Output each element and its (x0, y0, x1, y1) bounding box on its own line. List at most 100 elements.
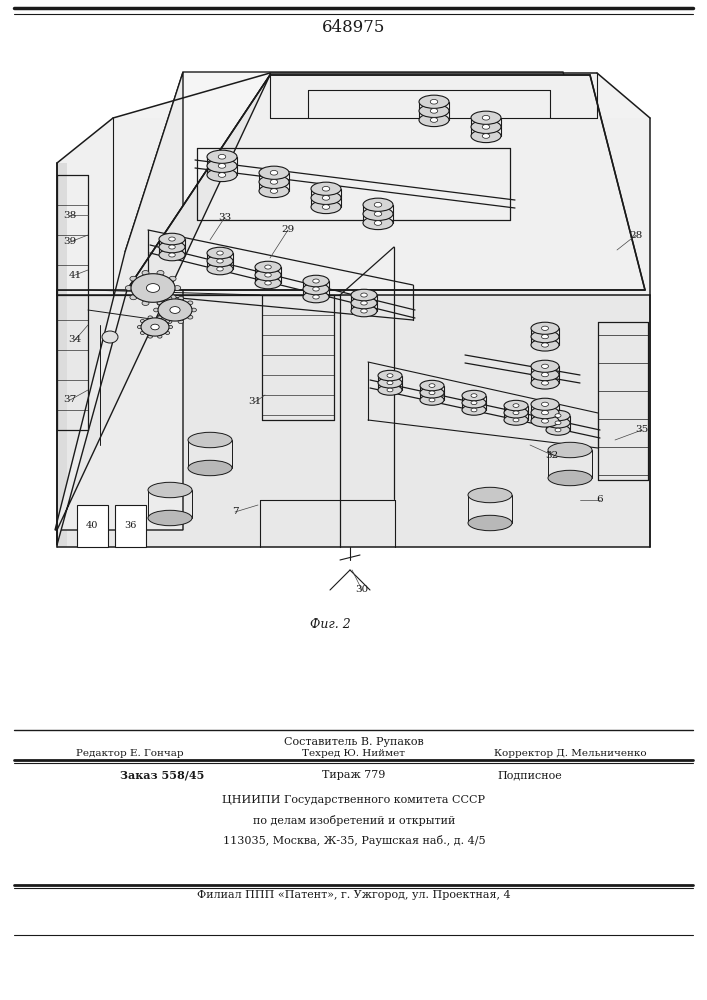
Ellipse shape (165, 320, 170, 323)
Ellipse shape (157, 315, 163, 319)
Text: 37: 37 (64, 395, 76, 404)
Ellipse shape (504, 408, 528, 418)
Ellipse shape (431, 109, 438, 113)
Ellipse shape (531, 377, 559, 389)
Ellipse shape (555, 414, 561, 417)
Ellipse shape (431, 99, 438, 104)
Ellipse shape (531, 331, 559, 343)
Ellipse shape (420, 380, 444, 391)
Ellipse shape (169, 295, 176, 300)
Ellipse shape (548, 442, 592, 458)
Ellipse shape (471, 394, 477, 397)
Ellipse shape (420, 388, 444, 398)
Ellipse shape (378, 378, 402, 388)
Ellipse shape (146, 284, 160, 292)
Text: 648975: 648975 (322, 19, 386, 36)
Ellipse shape (151, 324, 159, 330)
Polygon shape (57, 118, 650, 295)
Polygon shape (55, 72, 183, 530)
Ellipse shape (187, 301, 193, 305)
Text: 29: 29 (281, 226, 295, 234)
Ellipse shape (130, 276, 137, 281)
Ellipse shape (555, 421, 561, 425)
Ellipse shape (153, 308, 159, 312)
Ellipse shape (188, 460, 232, 476)
Text: Фиг. 2: Фиг. 2 (310, 618, 351, 632)
Ellipse shape (169, 237, 175, 241)
Ellipse shape (322, 186, 329, 191)
Ellipse shape (351, 289, 377, 301)
Ellipse shape (137, 325, 142, 329)
Ellipse shape (531, 398, 559, 410)
Ellipse shape (513, 411, 519, 415)
Text: Редактор Е. Гончар: Редактор Е. Гончар (76, 750, 184, 758)
Ellipse shape (471, 111, 501, 124)
Text: ЦНИИПИ Государственного комитета СССР: ЦНИИПИ Государственного комитета СССР (223, 795, 486, 805)
Ellipse shape (259, 166, 289, 179)
Ellipse shape (207, 255, 233, 267)
Ellipse shape (167, 320, 172, 324)
Text: Корректор Д. Мельниченко: Корректор Д. Мельниченко (493, 750, 646, 758)
Ellipse shape (312, 295, 320, 299)
Ellipse shape (142, 301, 149, 305)
Ellipse shape (542, 373, 549, 377)
Ellipse shape (351, 297, 377, 309)
Ellipse shape (259, 175, 289, 188)
Ellipse shape (363, 216, 393, 230)
Ellipse shape (419, 104, 449, 117)
Ellipse shape (378, 385, 402, 395)
Ellipse shape (513, 418, 519, 422)
Ellipse shape (270, 180, 278, 184)
Ellipse shape (148, 482, 192, 498)
Ellipse shape (504, 400, 528, 411)
Ellipse shape (387, 374, 393, 377)
Ellipse shape (482, 134, 490, 138)
Ellipse shape (191, 308, 197, 312)
Text: 30: 30 (356, 585, 368, 594)
Ellipse shape (158, 335, 162, 338)
Ellipse shape (148, 335, 153, 338)
Ellipse shape (207, 159, 237, 172)
Polygon shape (125, 72, 617, 252)
Ellipse shape (378, 370, 402, 381)
Ellipse shape (363, 207, 393, 220)
Ellipse shape (207, 168, 237, 182)
Ellipse shape (462, 390, 486, 401)
Text: 31: 31 (248, 397, 262, 406)
Polygon shape (127, 75, 645, 290)
Ellipse shape (159, 241, 185, 253)
Text: 40: 40 (86, 522, 98, 530)
Ellipse shape (140, 320, 145, 323)
Ellipse shape (361, 309, 367, 313)
Text: по делам изобретений и открытий: по делам изобретений и открытий (253, 814, 455, 826)
Ellipse shape (312, 279, 320, 283)
Ellipse shape (531, 415, 559, 427)
Polygon shape (113, 73, 650, 118)
Ellipse shape (468, 487, 512, 503)
Ellipse shape (429, 391, 435, 395)
Ellipse shape (157, 271, 164, 275)
Polygon shape (115, 505, 146, 547)
Ellipse shape (158, 316, 162, 319)
Text: 32: 32 (545, 450, 559, 460)
Ellipse shape (148, 316, 153, 319)
Ellipse shape (157, 301, 163, 305)
Ellipse shape (361, 293, 367, 297)
Ellipse shape (255, 277, 281, 289)
Ellipse shape (218, 173, 226, 177)
Ellipse shape (141, 318, 169, 336)
Ellipse shape (555, 428, 561, 432)
Ellipse shape (531, 360, 559, 372)
Text: 7: 7 (232, 508, 238, 516)
Ellipse shape (159, 249, 185, 261)
Text: 28: 28 (629, 231, 643, 239)
Ellipse shape (429, 398, 435, 402)
Text: Тираж 779: Тираж 779 (322, 770, 386, 780)
Polygon shape (57, 75, 270, 545)
Ellipse shape (270, 170, 278, 175)
Ellipse shape (174, 286, 181, 290)
Ellipse shape (131, 274, 175, 302)
Ellipse shape (169, 276, 176, 281)
Text: 33: 33 (218, 213, 232, 222)
Ellipse shape (387, 381, 393, 385)
